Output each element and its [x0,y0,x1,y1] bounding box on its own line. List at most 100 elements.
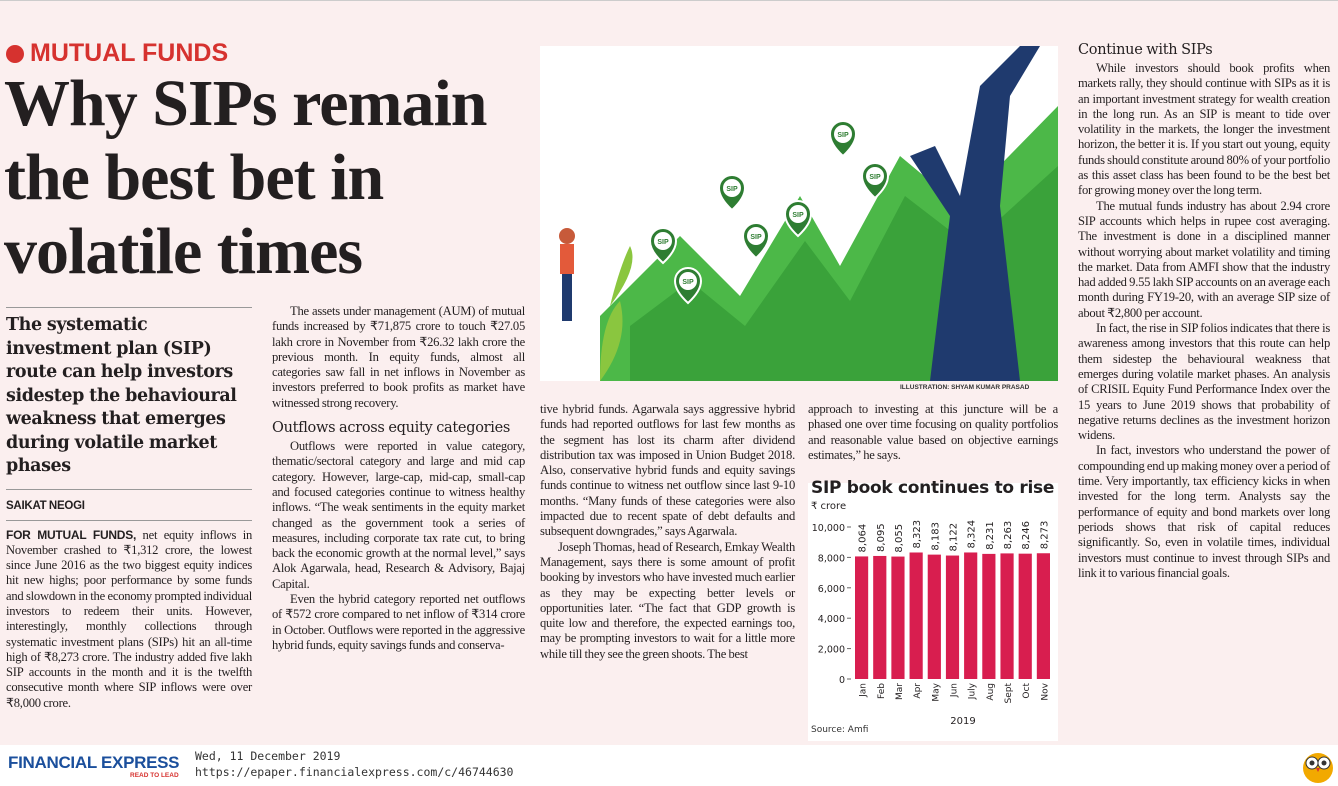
subheading: Continue with SIPs [1078,42,1213,58]
footer: FINANCIAL EXPRESS READ TO LEAD Wed, 11 D… [0,745,1338,786]
sip-pin-icon: SIP [673,267,703,305]
bar [855,556,869,679]
bar [1018,553,1032,679]
newspaper-page: MUTUAL FUNDS Why SIPs remain the best be… [0,0,1338,745]
chart-title: SIP book continues to rise [811,478,1055,498]
sip-pin-icon: SIP [828,120,858,158]
pin-label: SIP [869,174,881,181]
column-2: The assets under management (AUM) of mut… [272,304,525,653]
byline: SAIKAT NEOGI [6,499,85,512]
lead-in: FOR MUTUAL FUNDS, [6,527,137,542]
paragraph: In fact, investors who understand the po… [1078,443,1330,580]
x-tick-label: Aug [986,683,996,701]
illustration: SIP SIP SIP SIP SIP SIP SIP [540,46,1058,381]
paragraph: In fact, the rise in SIP folios indicate… [1078,321,1330,443]
data-label: 8,055 [894,524,905,553]
pin-center [723,179,741,197]
paragraph: Joseph Thomas, head of Research, Emkay W… [540,539,795,661]
bar [1000,553,1014,679]
pin-label: SIP [750,234,762,241]
paragraph: The mutual funds industry has about 2.94… [1078,198,1330,320]
section-kicker: MUTUAL FUNDS [6,39,228,68]
brand-tagline: READ TO LEAD [130,772,179,779]
bar [1036,553,1050,679]
chart-unit: ₹ crore [811,501,847,512]
lead-text: net equity inflows in November crashed t… [6,527,252,710]
standfirst: The systematic investment plan (SIP) rou… [6,315,237,476]
bar [927,554,941,679]
data-label: 8,246 [1021,521,1032,550]
headline: Why SIPs remain the best bet in volatile… [4,67,488,288]
x-tick-label: Feb [877,683,887,699]
sip-growth-illustration: SIP SIP SIP SIP SIP SIP SIP [559,46,1058,381]
data-label: 8,263 [1003,521,1014,550]
x-axis-label: 2019 [950,716,975,727]
y-tick-label: 2,000 [818,645,845,656]
pin-label: SIP [657,239,669,246]
column-3: tive hybrid funds. Agarwala says aggress… [540,402,795,662]
bar [873,555,887,679]
data-label: 8,183 [930,522,941,551]
edition-date: Wed, 11 December 2019 [195,749,341,763]
divider [6,488,252,490]
pin-center [747,227,765,245]
bullet-icon [6,44,24,63]
x-tick-label: Nov [1040,682,1050,700]
x-tick-label: July [968,682,978,700]
sip-pin-icon: SIP [783,200,813,238]
paragraph: While investors should book profits when… [1078,61,1330,198]
paragraph: approach to investing at this juncture w… [808,402,1058,462]
data-label: 8,231 [985,521,996,550]
column-5: Continue with SIPs While investors shoul… [1078,39,1330,581]
data-label: 8,064 [858,524,869,553]
x-tick-label: Oct [1022,683,1032,699]
column-1: The systematic investment plan (SIP) rou… [6,307,252,711]
x-tick-label: Apr [913,683,923,699]
owl-icon[interactable] [1301,746,1335,784]
divider [6,519,252,521]
sip-pin-icon: SIP [648,227,678,265]
subheading: Outflows across equity categories [272,420,511,437]
y-tick-label: 10,000 [812,523,845,534]
paragraph: tive hybrid funds. Agarwala says aggress… [540,402,795,539]
data-label: 8,324 [967,520,978,549]
data-label: 8,122 [949,523,960,552]
section-label: MUTUAL FUNDS [30,39,229,67]
sip-chart: SIP book continues to rise ₹ crore 0 2,00… [808,478,1058,741]
chart-plot: 0 2,000 4,000 6,000 8,000 10,000 8,064 Jan 8,095… [812,520,1051,727]
lead-paragraph: FOR MUTUAL FUNDS, net equity inflows in … [6,528,252,712]
epaper-link[interactable]: https://epaper.financialexpress.com/c/46… [195,765,514,779]
data-label: 8,095 [876,523,887,552]
pin-center [866,167,884,185]
column-4: approach to investing at this juncture w… [808,402,1058,463]
y-tick-label: 4,000 [818,614,845,625]
sip-pin-icon: SIP [717,174,747,212]
pin-center [789,205,807,223]
y-tick-label: 8,000 [818,553,845,564]
data-label: 8,323 [912,520,923,549]
x-tick-label: Jan [859,683,869,698]
pin-center [834,125,852,143]
edition-meta: Wed, 11 December 2019 https://epaper.fin… [195,748,514,780]
bar [982,553,996,679]
paragraph: Outflows were reported in value category… [272,439,525,591]
sip-pin-icon: SIP [741,222,771,260]
x-tick-label: Mar [895,683,905,700]
bar [964,552,978,679]
pin-label: SIP [682,279,694,286]
x-tick-label: Sept [1004,683,1014,704]
x-tick-label: May [931,682,941,701]
brand-logo: FINANCIAL EXPRESS [8,753,180,772]
paragraph: The assets under management (AUM) of mut… [272,304,525,410]
pin-center [654,232,672,250]
bar [909,552,923,679]
y-tick-label: 6,000 [818,584,845,595]
pin-label: SIP [726,186,738,193]
sip-pin-icon: SIP [860,162,890,200]
pin-label: SIP [837,132,849,139]
y-tick-label: 0 [839,675,845,686]
x-tick-label: Jun [950,683,960,698]
illustration-credit: ILLUSTRATION: SHYAM KUMAR PRASAD [900,384,1030,391]
chart-source: Source: Amfi [811,725,869,735]
divider [6,307,252,308]
